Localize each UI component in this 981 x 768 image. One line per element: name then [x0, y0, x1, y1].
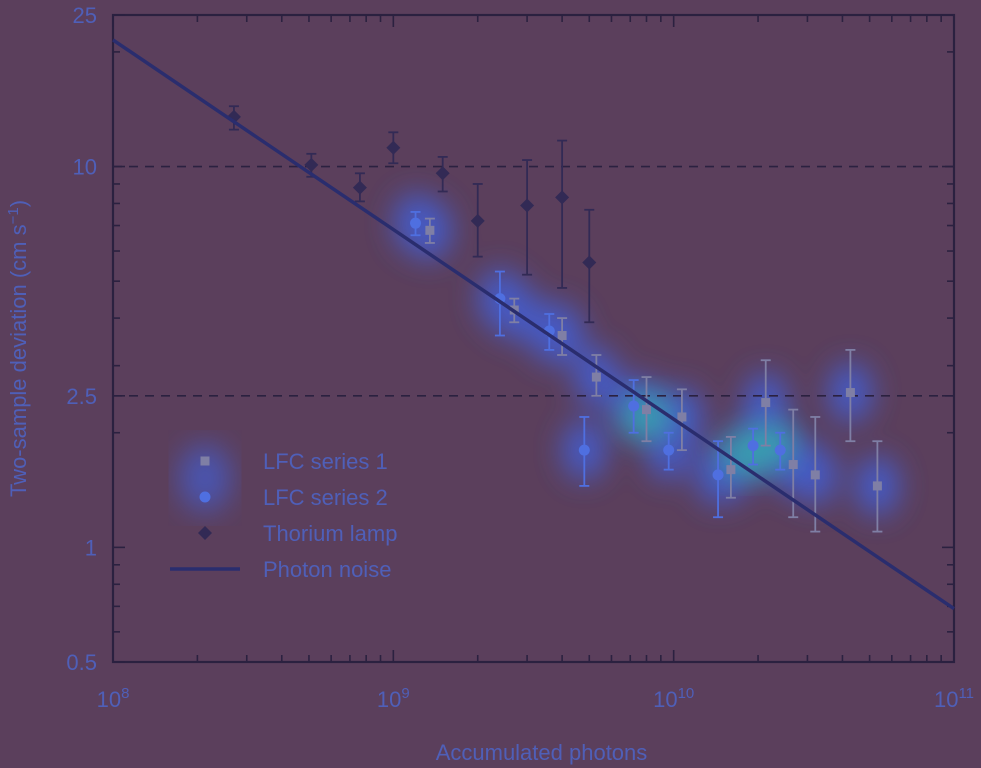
- legend-item: Thorium lamp: [198, 521, 397, 546]
- legend-label: Thorium lamp: [263, 521, 397, 546]
- legend-item: LFC series 2: [199, 485, 388, 510]
- data-point: [641, 405, 651, 415]
- data-point: [774, 444, 786, 456]
- data-point: [582, 255, 597, 270]
- plot-axes: 108 109 1010 1011 0.5 1 2.5 10 25 Accumulated pho…: [5, 3, 974, 765]
- data-point: [747, 440, 759, 452]
- legend-item: Photon noise: [170, 557, 391, 582]
- legend-swatch: [198, 526, 212, 540]
- legend-label: LFC series 2: [263, 485, 388, 510]
- photon-noise-line: [112, 38, 955, 611]
- data-point: [555, 190, 570, 205]
- data-point: [425, 225, 435, 235]
- data-point: [810, 470, 820, 480]
- data-point: [304, 157, 319, 172]
- data-point: [352, 180, 367, 195]
- data-point: [761, 398, 771, 408]
- data-point: [557, 331, 567, 341]
- data-point: [435, 166, 450, 181]
- data-point: [663, 444, 675, 456]
- series-lfc-series-2: [410, 211, 786, 519]
- data-point: [410, 217, 422, 229]
- series-lfc-series-1: [424, 217, 883, 533]
- data-point: [591, 372, 601, 382]
- legend-label: Photon noise: [263, 557, 391, 582]
- data-point: [520, 198, 535, 213]
- data-point: [788, 460, 798, 470]
- data-point: [872, 481, 882, 491]
- x-axis-title: Accumulated photons: [436, 740, 648, 765]
- reference-lines: [113, 165, 954, 397]
- y-tick-label: 25: [73, 3, 97, 28]
- legend-swatch: [199, 491, 211, 503]
- glow-legend-blob: [179, 444, 231, 512]
- data-point: [712, 469, 724, 481]
- series-thorium-lamp: [226, 105, 597, 324]
- glow-blobs: [393, 193, 900, 516]
- legend-label: LFC series 1: [263, 449, 388, 474]
- data-point: [677, 412, 687, 422]
- x-tick-label: 108: [97, 685, 130, 712]
- plot-frame: [111, 13, 956, 664]
- legend-swatch: [200, 456, 210, 466]
- data-point: [578, 444, 590, 456]
- y-tick-label: 10: [73, 155, 97, 180]
- data-point: [628, 400, 640, 412]
- data-point: [470, 213, 485, 228]
- series-photon-noise: [112, 38, 955, 611]
- y-tick-label: 2.5: [66, 384, 97, 409]
- data-point: [726, 465, 736, 475]
- data-point: [845, 388, 855, 398]
- x-tick-label: 1011: [934, 685, 974, 712]
- glow-legend: [179, 444, 231, 512]
- x-tick-label: 109: [377, 685, 410, 712]
- y-tick-label: 1: [85, 535, 97, 560]
- x-tick-label: 1010: [653, 685, 694, 712]
- data-marks: [112, 38, 955, 611]
- legend-item: LFC series 1: [200, 449, 388, 474]
- y-axis-title: Two-sample deviation (cm s−1): [5, 200, 31, 497]
- legend: LFC series 1 LFC series 2 Thorium lamp Phot…: [170, 449, 397, 582]
- y-tick-label: 0.5: [66, 650, 97, 675]
- data-point: [386, 140, 401, 155]
